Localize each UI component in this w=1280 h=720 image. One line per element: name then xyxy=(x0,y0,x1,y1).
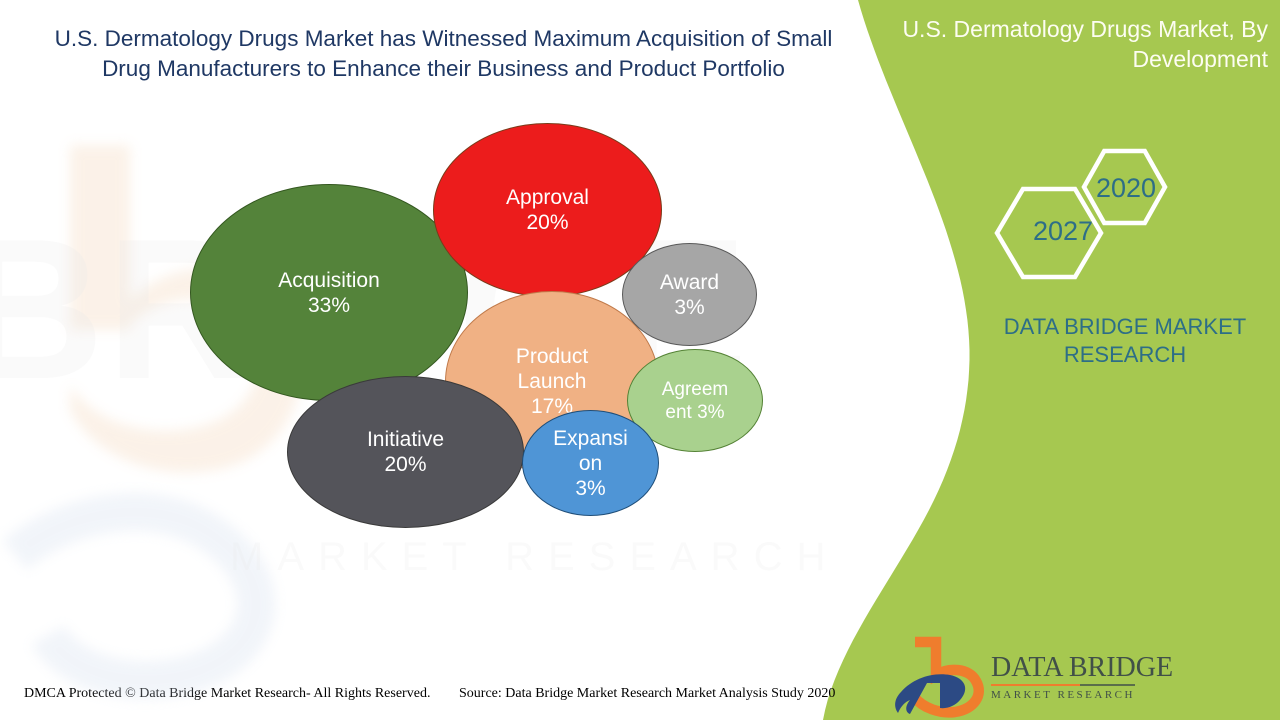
svg-text:MARKET RESEARCH: MARKET RESEARCH xyxy=(991,689,1135,701)
svg-text:2027: 2027 xyxy=(1033,216,1093,246)
svg-text:DATA BRIDGE: DATA BRIDGE xyxy=(991,652,1173,683)
svg-text:2020: 2020 xyxy=(1096,173,1156,203)
